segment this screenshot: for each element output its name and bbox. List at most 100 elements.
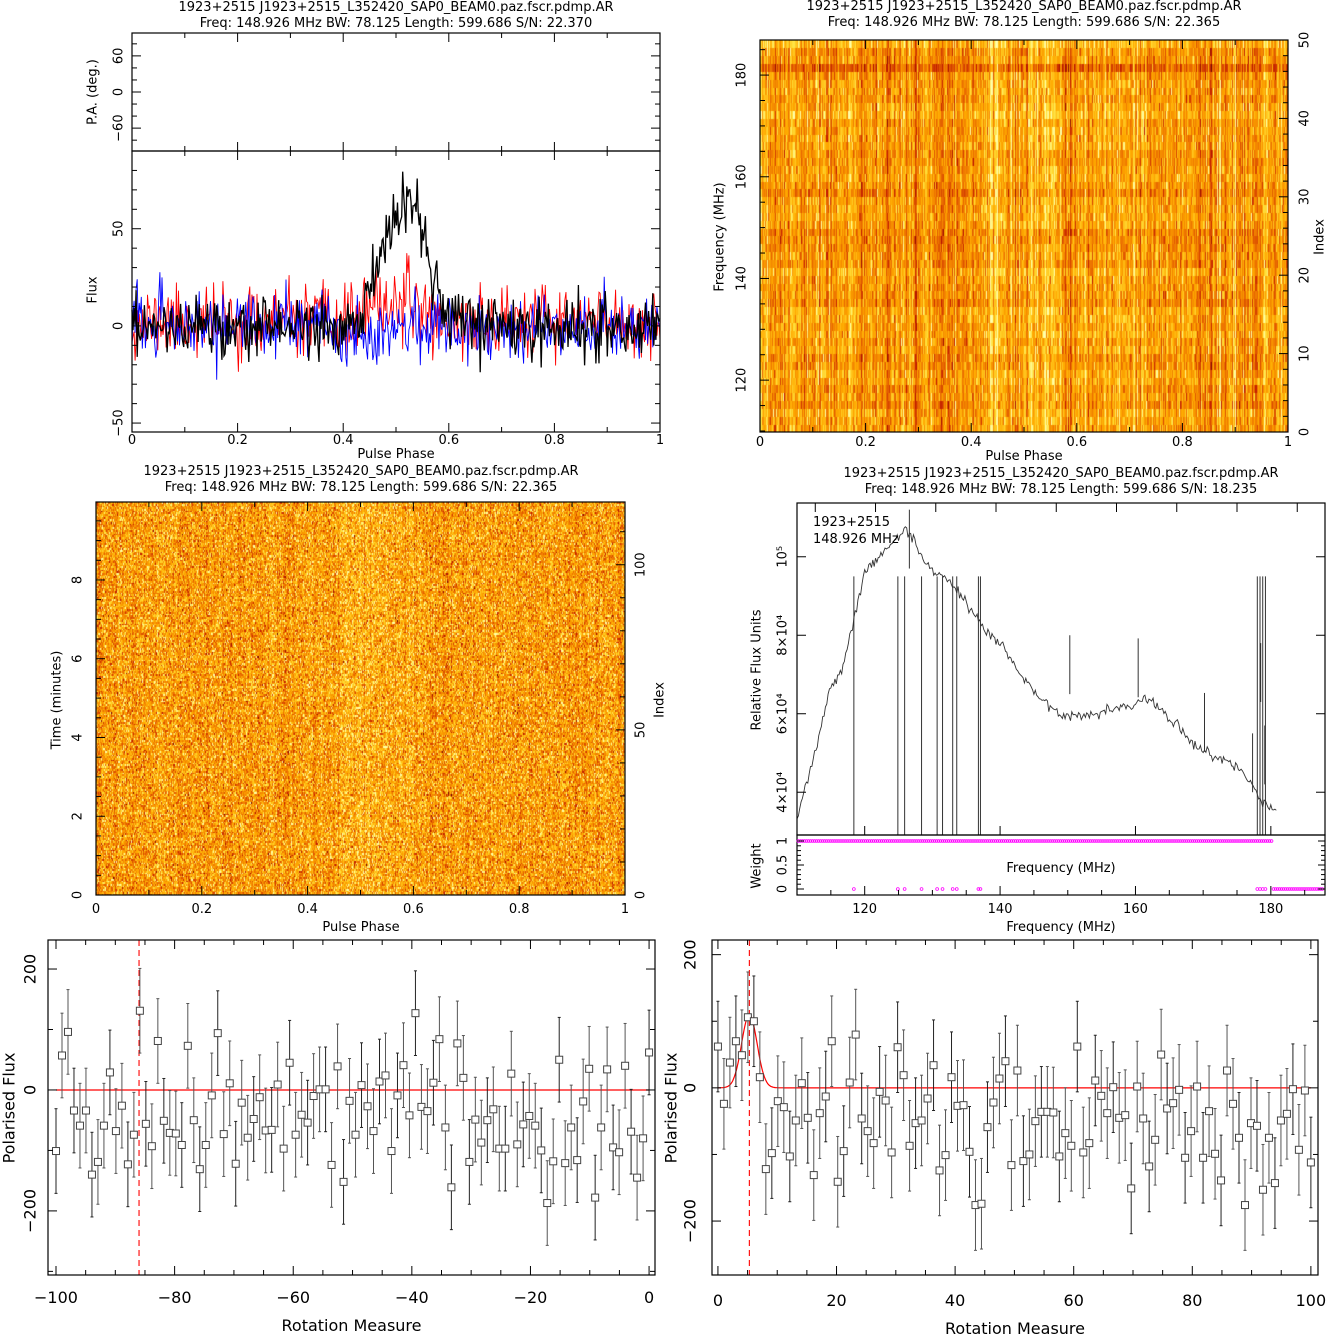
data-point bbox=[881, 1096, 890, 1105]
weight-marker bbox=[999, 839, 1004, 843]
weight-marker bbox=[993, 839, 998, 843]
weight-marker bbox=[1032, 839, 1036, 843]
chart-subtitle: Freq: 148.926 MHz BW: 78.125 Length: 599… bbox=[828, 15, 1220, 30]
weight-marker bbox=[894, 839, 898, 843]
data-point bbox=[321, 1085, 330, 1094]
data-point bbox=[183, 1041, 192, 1050]
phase-time-chart: 1923+2515 J1923+2515_L352420_SAP0_BEAM0.… bbox=[50, 464, 668, 935]
weight-axis-label: Weight bbox=[750, 843, 765, 888]
pa-axis-label: P.A. (deg.) bbox=[86, 59, 101, 125]
weight-marker bbox=[1168, 839, 1172, 843]
data-point bbox=[159, 1116, 168, 1125]
weight-marker bbox=[959, 839, 963, 843]
weight-marker bbox=[1052, 839, 1057, 843]
data-point bbox=[87, 1170, 96, 1179]
x-axis-label: Rotation Measure bbox=[282, 1316, 422, 1335]
data-point bbox=[429, 1078, 438, 1087]
data-point bbox=[171, 1129, 180, 1138]
pa-tick-label: 60 bbox=[112, 48, 127, 65]
y-axis-label: Relative Flux Units bbox=[750, 609, 765, 730]
weight-marker bbox=[861, 839, 866, 843]
weight-marker bbox=[1255, 839, 1260, 843]
data-point bbox=[207, 1091, 216, 1100]
weight-marker-zero bbox=[976, 887, 981, 891]
weight-marker bbox=[1137, 839, 1142, 843]
weight-marker-zero bbox=[954, 887, 959, 891]
weight-marker bbox=[1068, 839, 1073, 843]
y-tick-label: 0 bbox=[71, 891, 86, 899]
weight-tick-label: 0.5 bbox=[776, 855, 791, 876]
data-point bbox=[731, 1037, 740, 1046]
weight-marker bbox=[1107, 839, 1111, 843]
weight-marker bbox=[855, 839, 860, 843]
x-tick-label: 140 bbox=[988, 902, 1013, 917]
data-point bbox=[123, 1160, 132, 1169]
weight-marker bbox=[841, 839, 845, 843]
weight-tick-label: 1 bbox=[776, 837, 791, 845]
data-point bbox=[713, 1042, 722, 1051]
data-point bbox=[1013, 1066, 1022, 1075]
data-point bbox=[1163, 1104, 1172, 1113]
data-point bbox=[195, 1165, 204, 1174]
weight-marker bbox=[1082, 839, 1087, 843]
weight-marker bbox=[1283, 887, 1288, 891]
x-tick-label: −80 bbox=[158, 1288, 192, 1307]
weight-marker bbox=[1180, 839, 1184, 843]
y-tick-label: 0 bbox=[681, 1083, 700, 1093]
frequency-annotation: 148.926 MHz bbox=[813, 532, 899, 547]
data-point bbox=[1241, 1201, 1250, 1210]
weight-marker bbox=[918, 839, 922, 843]
weight-marker bbox=[1046, 839, 1050, 843]
weight-marker bbox=[1062, 839, 1067, 843]
weight-marker bbox=[1119, 839, 1124, 843]
weight-marker bbox=[896, 839, 900, 843]
weight-marker bbox=[820, 839, 825, 843]
weight-marker bbox=[843, 839, 847, 843]
weight-marker bbox=[922, 839, 927, 843]
data-point bbox=[519, 1120, 528, 1129]
data-point bbox=[869, 1139, 878, 1148]
weight-marker bbox=[1182, 839, 1186, 843]
data-point bbox=[411, 1009, 420, 1018]
weight-marker bbox=[1058, 839, 1063, 843]
weight-marker bbox=[1186, 839, 1191, 843]
weight-marker bbox=[1257, 839, 1262, 843]
weight-marker bbox=[887, 839, 892, 843]
weight-marker bbox=[1267, 839, 1272, 843]
weight-marker bbox=[1251, 839, 1256, 843]
data-point bbox=[803, 1113, 812, 1122]
weight-marker bbox=[1097, 839, 1101, 843]
data-point bbox=[633, 1173, 642, 1182]
weight-marker bbox=[881, 839, 886, 843]
weight-marker bbox=[1024, 839, 1028, 843]
y-tick-label: 8×10⁴ bbox=[776, 615, 791, 656]
data-point bbox=[477, 1138, 486, 1147]
data-point bbox=[549, 1157, 558, 1166]
weight-marker bbox=[1048, 839, 1052, 843]
weight-marker-zero bbox=[1263, 887, 1268, 891]
weight-marker bbox=[1001, 839, 1006, 843]
weight-marker bbox=[1265, 839, 1270, 843]
weight-marker bbox=[1009, 839, 1014, 843]
data-point bbox=[815, 1109, 824, 1118]
weight-marker bbox=[885, 839, 890, 843]
weight-marker bbox=[995, 839, 1000, 843]
bandpass-line bbox=[796, 526, 1277, 819]
weight-marker bbox=[1304, 887, 1308, 891]
rm-spectrum-chart: 0 20 40 60 80 100 −200 0 200 Rotation Measure Pola… bbox=[662, 939, 1326, 1335]
data-point bbox=[279, 1144, 288, 1153]
weight-marker bbox=[1206, 839, 1211, 843]
weight-marker bbox=[906, 839, 910, 843]
data-point bbox=[267, 1125, 276, 1134]
data-point bbox=[489, 1105, 498, 1114]
data-point bbox=[1294, 1145, 1303, 1154]
weight-marker bbox=[1312, 887, 1316, 891]
weight-marker-zero bbox=[896, 887, 900, 891]
x-tick-label: 100 bbox=[1296, 1291, 1326, 1310]
data-point bbox=[863, 1127, 872, 1136]
right-tick-label: 50 bbox=[1298, 32, 1313, 49]
weight-marker bbox=[1121, 839, 1126, 843]
weight-marker bbox=[963, 839, 967, 843]
